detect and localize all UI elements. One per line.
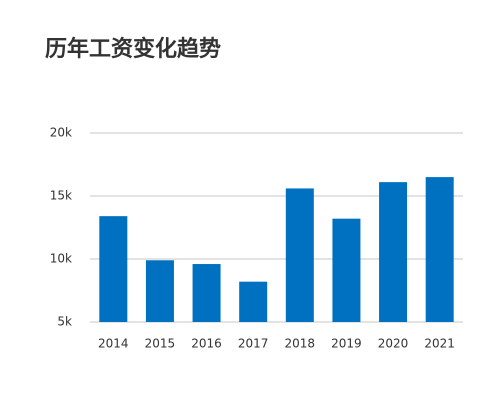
- x-tick-label: 2014: [98, 337, 129, 351]
- y-tick-label: 20k: [50, 126, 72, 140]
- y-tick-label: 10k: [50, 252, 72, 266]
- bar: [285, 188, 314, 322]
- x-tick-label: 2021: [424, 337, 455, 351]
- bar: [425, 177, 454, 322]
- x-tick-label: 2017: [238, 337, 269, 351]
- y-tick-label: 15k: [50, 189, 72, 203]
- x-tick-label: 2015: [145, 337, 176, 351]
- y-tick-label: 5k: [57, 315, 72, 329]
- bar: [145, 260, 174, 322]
- bar: [99, 216, 128, 322]
- chart-title: 历年工资变化趋势: [45, 36, 221, 62]
- bar: [192, 264, 221, 322]
- x-tick-label: 2016: [191, 337, 222, 351]
- x-tick-label: 2018: [285, 337, 316, 351]
- bar: [239, 281, 268, 322]
- bar: [379, 182, 408, 322]
- x-tick-label: 2019: [331, 337, 362, 351]
- x-tick-label: 2020: [378, 337, 409, 351]
- bar: [332, 218, 361, 322]
